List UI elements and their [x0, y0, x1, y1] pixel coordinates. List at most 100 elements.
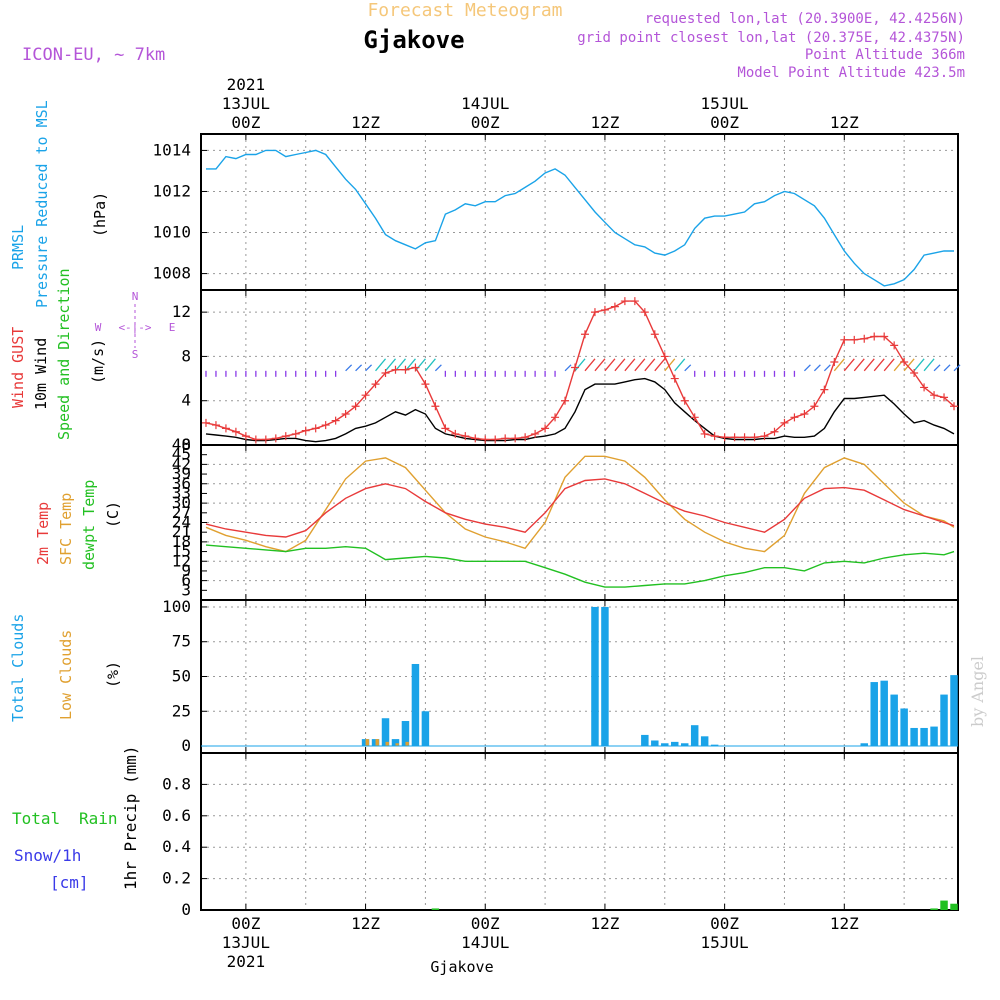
wind-direction-arrow — [604, 358, 616, 372]
gust-marker — [940, 393, 949, 402]
y-tick-label: 1014 — [152, 140, 191, 159]
gust-marker — [610, 302, 619, 311]
wind-direction-arrow — [903, 358, 915, 372]
precip-panel: 0 0.2 0.4 0.6 0.8 — [162, 752, 959, 919]
gust-marker — [690, 413, 699, 422]
gust-marker — [760, 432, 769, 441]
wind-direction-arrow — [355, 364, 363, 372]
wind-direction-arrow — [564, 364, 572, 372]
wind-direction-arrow — [923, 358, 935, 372]
wind-gust-label: Wind GUST — [9, 327, 27, 408]
wind-direction-arrow — [893, 358, 905, 372]
gust-marker — [501, 434, 510, 443]
gust-marker — [291, 429, 300, 438]
wind-direction-arrow — [644, 358, 656, 372]
total-cloud-bar — [940, 694, 948, 747]
temp-sfc-label: SFC Temp — [57, 493, 75, 565]
wind-speeddir-label: Speed and Direction — [55, 268, 73, 440]
gust-marker — [521, 433, 530, 442]
wind-gust-line — [205, 300, 955, 441]
bottom-time-label: 12Z — [351, 914, 380, 933]
panel-frame — [200, 752, 959, 911]
rain-bar — [940, 900, 948, 910]
precip-snow-unit: [cm] — [50, 873, 89, 892]
y-tick-label: 15 — [172, 542, 191, 561]
gust-marker — [331, 416, 340, 425]
total-cloud-bar — [890, 694, 898, 747]
wind-direction-arrow — [933, 364, 941, 372]
wind-unit: (m/s) — [89, 339, 107, 384]
wind-direction-arrow — [664, 358, 676, 372]
wind-direction-arrow — [654, 358, 666, 372]
y-tick-label: 1008 — [152, 264, 191, 283]
gust-marker — [361, 391, 370, 400]
y-tick-label: 4 — [181, 391, 191, 410]
gust-marker — [431, 402, 440, 411]
top-time-label: 15JUL — [701, 94, 749, 113]
y-tick-label: 0.8 — [162, 774, 191, 793]
total-cloud-bar — [651, 740, 659, 747]
y-tick-label: 0.6 — [162, 806, 191, 825]
wind-direction-arrow — [823, 364, 831, 372]
wind-direction-arrow — [863, 358, 875, 372]
total-cloud-bar — [381, 718, 390, 747]
bottom-time-label: 15JUL — [701, 933, 749, 952]
wind-direction-arrow — [365, 364, 373, 372]
gust-marker — [541, 424, 550, 433]
gust-marker — [870, 332, 879, 341]
gust-marker — [341, 410, 350, 418]
y-tick-label: 0 — [181, 900, 191, 919]
gust-marker — [780, 418, 789, 427]
gust-marker — [720, 433, 729, 442]
gust-marker — [590, 308, 599, 317]
precip-ylabel: 1hr Precip (mm) — [121, 746, 140, 891]
y-tick-label: 24 — [172, 513, 191, 532]
top-time-label: 00Z — [710, 113, 739, 132]
y-tick-label: 18 — [172, 532, 191, 551]
gust-marker — [311, 424, 320, 433]
cloud-unit: (%) — [104, 661, 122, 688]
wind-direction-arrow — [375, 358, 387, 372]
total-cloud-bar — [870, 682, 878, 747]
total-cloud-bar — [910, 727, 918, 747]
wind-direction-arrow — [424, 358, 436, 372]
y-tick-label: 45 — [172, 445, 191, 464]
gust-marker — [620, 297, 629, 306]
gust-marker — [860, 334, 869, 343]
rain-bar — [930, 908, 938, 910]
top-time-label: 12Z — [351, 113, 380, 132]
gust-marker — [630, 297, 639, 306]
y-tick-label: 27 — [172, 503, 191, 522]
gust-marker — [810, 402, 819, 411]
sfc-temp-line — [205, 455, 955, 553]
chart-title-location: Gjakove — [363, 26, 464, 54]
model-label: ICON-EU, ~ 7km — [22, 45, 165, 65]
wind-rose-h: <-|-> — [118, 321, 151, 334]
gust-marker — [650, 330, 659, 339]
y-tick-label: 3 — [181, 580, 191, 599]
bottom-time-label: 00Z — [710, 914, 739, 933]
gust-marker — [261, 435, 270, 444]
y-tick-label: 75 — [172, 632, 191, 651]
total-cloud-bar — [900, 708, 908, 747]
wind-direction-arrow — [813, 364, 821, 372]
gridpoint-coords: grid point closest lon,lat (20.375E, 42.… — [577, 30, 965, 46]
gust-marker — [221, 424, 230, 433]
gust-marker — [381, 369, 390, 378]
wind-direction-arrow — [624, 358, 636, 372]
top-time-label: 13JUL — [222, 94, 270, 113]
gust-marker — [411, 363, 420, 372]
y-tick-label: 50 — [172, 667, 191, 686]
wind-rose-e: E — [169, 321, 176, 334]
y-tick-label: 8 — [181, 346, 191, 365]
gust-marker — [800, 410, 809, 418]
chart-subtitle: Forecast Meteogram — [367, 0, 562, 21]
total-cloud-bar — [690, 725, 699, 747]
pressure-panel: 1008 1010 1012 1014 — [152, 133, 959, 291]
temp-unit: (C) — [104, 501, 122, 528]
total-cloud-bar — [860, 743, 868, 747]
gust-marker — [271, 434, 280, 443]
low-cloud-bar — [365, 739, 369, 747]
gust-marker — [301, 426, 310, 435]
